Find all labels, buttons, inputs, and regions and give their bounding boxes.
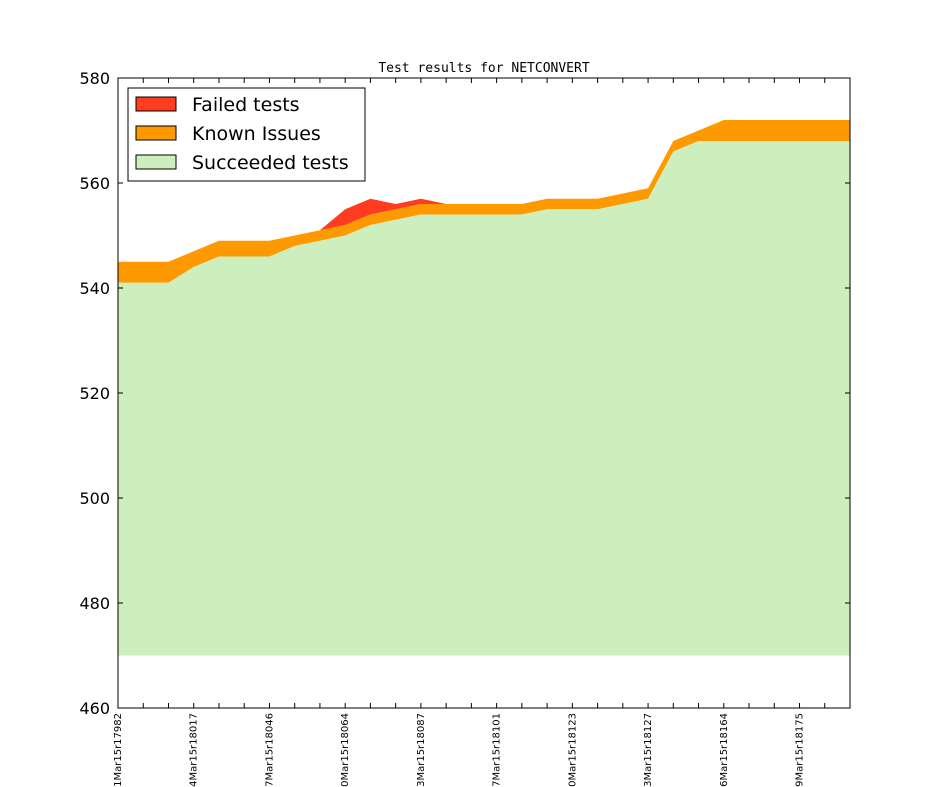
y-tick-label: 540 — [79, 279, 110, 298]
axis-layer: 460 480 500 520 540 560 580 1Mar15r17982 4Mar15r… — [79, 69, 851, 787]
legend-label: Succeeded tests — [192, 152, 349, 174]
legend-swatch — [135, 154, 177, 170]
y-tick-label: 480 — [79, 594, 110, 613]
legend-label: Failed tests — [192, 94, 300, 116]
y-tick-label: 460 — [79, 699, 110, 718]
y-tick-label: 500 — [79, 489, 110, 508]
x-tick-label: 7Mar15r18046 — [264, 713, 275, 787]
succeeded-tests-area — [118, 141, 850, 656]
y-tick-label: 580 — [79, 69, 110, 88]
y-tick-label: 560 — [79, 174, 110, 193]
x-tick-label: 3Mar15r18127 — [643, 713, 654, 787]
legend-swatch — [135, 125, 177, 141]
y-tick-label: 520 — [79, 384, 110, 403]
legend-swatch — [135, 96, 177, 112]
legend: Failed tests Known Issues Succeeded tests — [127, 87, 366, 182]
x-tick-label: 0Mar15r18123 — [567, 713, 578, 787]
x-tick-label: 4Mar15r18017 — [189, 713, 200, 787]
x-tick-label: 6Mar15r18164 — [719, 713, 730, 787]
chart-title: Test results for NETCONVERT — [378, 61, 589, 76]
x-tick-label: 9Mar15r18175 — [795, 713, 806, 787]
known-issues-area — [118, 120, 850, 283]
x-tick-label: 0Mar15r18064 — [340, 713, 351, 787]
x-tick-label: 1Mar15r17982 — [113, 713, 124, 787]
x-tick-label: 3Mar15r18087 — [416, 713, 427, 787]
legend-label: Known Issues — [192, 123, 321, 145]
x-tick-label: 7Mar15r18101 — [492, 713, 503, 787]
area-layer — [118, 120, 850, 656]
